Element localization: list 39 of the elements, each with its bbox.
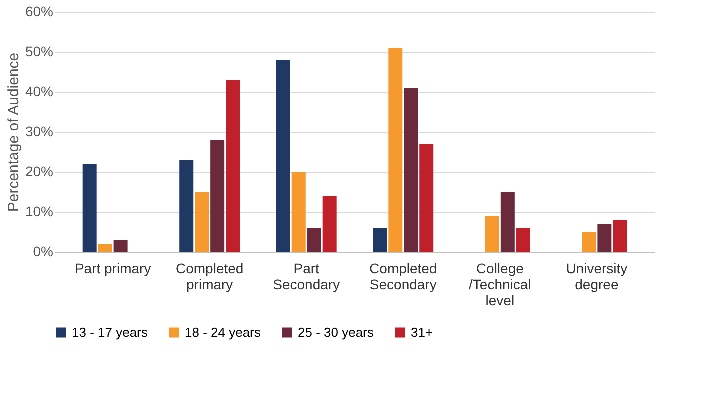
x-tick-label: College /Technical level [469, 260, 532, 308]
y-tick-label: 60% [25, 4, 54, 20]
bar [210, 140, 225, 252]
bar [195, 192, 210, 252]
x-tick-label: Completed Secondary [370, 260, 438, 292]
y-tick-label: 10% [25, 204, 54, 220]
bar [582, 232, 596, 252]
bar [404, 88, 418, 252]
bar [322, 196, 337, 252]
x-tick-label: Part primary [74, 260, 152, 276]
bar [82, 164, 97, 252]
bar [276, 60, 290, 252]
y-tick-label: 30% [25, 124, 54, 140]
bar [114, 240, 128, 252]
legend-label: 13 - 17 years [72, 324, 148, 340]
y-tick-label: 20% [25, 164, 54, 180]
bar [292, 172, 306, 252]
bar [485, 216, 500, 252]
bar [98, 244, 112, 252]
legend-label: 25 - 30 years [298, 324, 374, 340]
bar [180, 160, 194, 252]
bar [516, 228, 530, 252]
y-tick-label: 50% [25, 44, 54, 60]
x-tick-label: University degree [566, 260, 628, 292]
bar [373, 228, 388, 252]
x-tick-label: Part Secondary [273, 260, 340, 292]
x-tick-label: Completed primary [176, 260, 244, 292]
y-tick-label: 0% [33, 244, 54, 260]
bar [307, 228, 322, 252]
legend-label: 31+ [411, 324, 434, 340]
bar [420, 144, 434, 252]
bar [388, 48, 403, 252]
bar [598, 224, 612, 252]
bar [613, 220, 628, 252]
bar [226, 80, 240, 252]
y-tick-label: 40% [25, 84, 54, 100]
legend-label: 18 - 24 years [185, 324, 262, 340]
y-axis-title: Percentage of Audience [5, 52, 22, 212]
bar [500, 192, 515, 252]
